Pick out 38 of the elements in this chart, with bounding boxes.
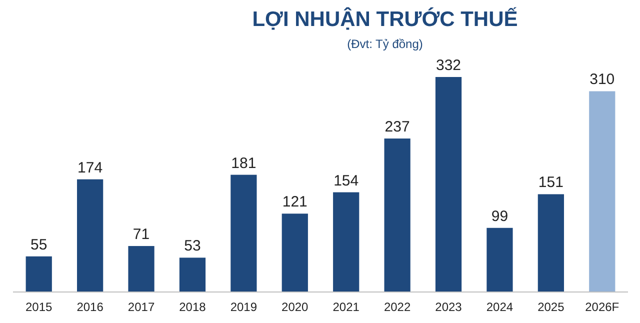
data-label: 71	[132, 226, 150, 244]
bar	[282, 214, 308, 292]
data-label: 55	[30, 236, 48, 254]
bar	[384, 138, 410, 292]
data-label: 53	[184, 238, 201, 255]
x-tick-label: 2016	[76, 300, 104, 314]
data-label: 151	[538, 174, 564, 192]
bar	[77, 179, 104, 292]
x-tick-label: 2022	[384, 300, 411, 314]
data-label: 154	[334, 172, 359, 190]
data-label: 99	[491, 208, 508, 225]
x-tick-label: 2017	[128, 300, 155, 314]
bar	[538, 194, 564, 292]
x-tick-label: 2023	[435, 300, 462, 314]
bar	[486, 228, 513, 292]
bar	[589, 91, 616, 292]
x-tick-label: 2019	[230, 300, 258, 314]
bar	[179, 258, 206, 292]
x-tick-label: 2018	[179, 300, 206, 314]
data-label: 121	[282, 194, 308, 211]
bar	[230, 174, 257, 292]
chart-title: LỢI NHUẬN TRƯỚC THUẾ	[252, 7, 518, 31]
data-label: 237	[384, 118, 410, 136]
x-tick-label: 2024	[486, 300, 514, 314]
data-label: 332	[436, 57, 462, 74]
data-label: 181	[231, 154, 256, 172]
bar	[435, 77, 462, 292]
data-label: 310	[590, 71, 615, 88]
data-label: 174	[78, 159, 103, 176]
x-tick-label: 2025	[538, 300, 565, 314]
x-tick-label: 2015	[26, 300, 53, 314]
bar	[333, 192, 360, 292]
chart-subtitle: (Đvt: Tỷ đồng)	[347, 37, 423, 51]
bar	[26, 256, 52, 292]
x-tick-label: 2021	[332, 300, 360, 314]
bar	[128, 246, 154, 292]
x-tick-label: 2026F	[585, 300, 620, 314]
x-tick-label: 2020	[282, 300, 309, 314]
